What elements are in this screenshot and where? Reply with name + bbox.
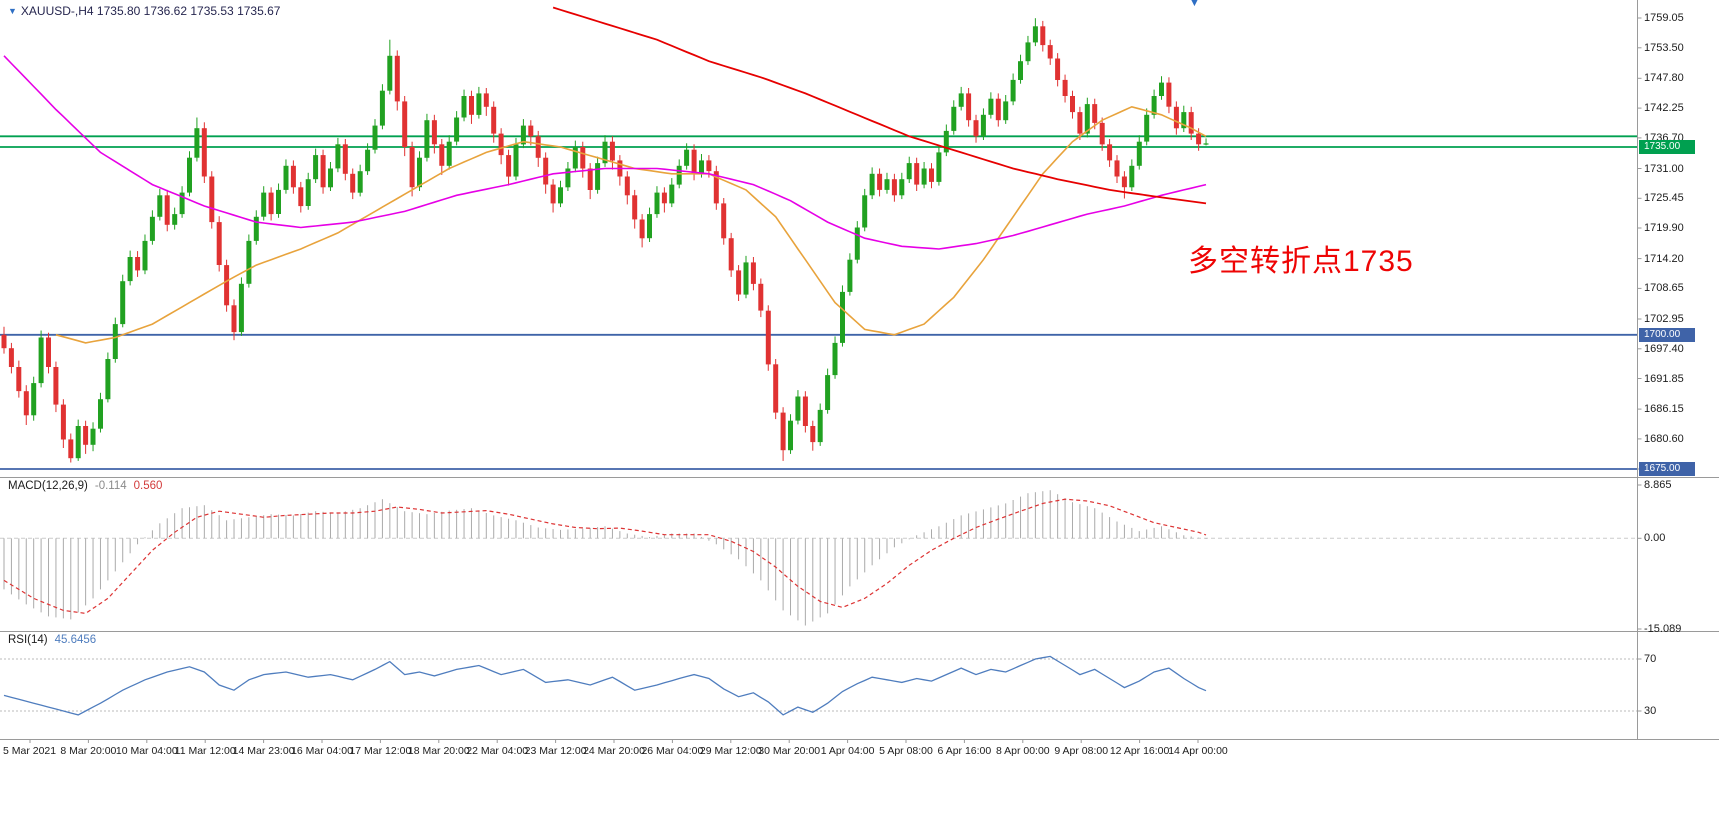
time-tick-label: 8 Mar 20:00 xyxy=(60,745,117,757)
time-tick-label: 8 Apr 00:00 xyxy=(995,745,1050,757)
horizontal-lines[interactable] xyxy=(0,135,1638,470)
time-tick-label: 23 Mar 12:00 xyxy=(524,745,587,757)
scroll-to-end-icon[interactable]: ▼ xyxy=(1189,0,1200,9)
time-tick-label: 14 Apr 00:00 xyxy=(1168,745,1228,757)
time-tick-label: 18 Mar 20:00 xyxy=(407,745,470,757)
price-flag-1675.00[interactable]: 1675.00 xyxy=(1639,462,1695,476)
macd-tick-label: -15.089 xyxy=(1644,623,1682,635)
time-tick-label: 1 Apr 04:00 xyxy=(820,745,875,757)
annotation-text: 多空转折点1735 xyxy=(1188,245,1414,278)
price-tick-label: 1731.00 xyxy=(1644,162,1684,175)
price-flag-1735.00[interactable]: 1735.00 xyxy=(1639,140,1695,154)
macd-histogram xyxy=(3,490,1207,626)
time-tick-label: 22 Mar 04:00 xyxy=(466,745,529,757)
price-tick-label: 1714.20 xyxy=(1644,252,1684,265)
rsi-tick-label: 70 xyxy=(1644,653,1657,665)
time-tick-label: 29 Mar 12:00 xyxy=(699,745,762,757)
price-tick-label: 1697.40 xyxy=(1644,342,1684,355)
symbol-dropdown-icon[interactable]: ▼ xyxy=(8,6,17,16)
rsi-tick-label: 30 xyxy=(1644,705,1657,717)
price-tick-label: 1719.90 xyxy=(1644,222,1684,234)
chart-title: ▼ XAUUSD-,H4 1735.80 1736.62 1735.53 1735… xyxy=(8,4,280,18)
time-tick-label: 14 Mar 23:00 xyxy=(232,745,295,757)
rsi-value: 45.6456 xyxy=(54,634,97,646)
time-tick-label: 26 Mar 04:00 xyxy=(641,745,704,757)
price-tick-label: 1747.80 xyxy=(1644,72,1684,85)
price-tick-label: 1708.65 xyxy=(1644,282,1684,295)
macd-tick-label: 0.00 xyxy=(1644,532,1666,545)
macd-tick-label: 8.865 xyxy=(1644,479,1672,491)
rsi-indicator-label: RSI(14) 45.6456 xyxy=(8,634,96,646)
price-tick-label: 1691.85 xyxy=(1644,372,1684,385)
candles-layer xyxy=(1,18,1209,463)
price-tick-label: 1686.15 xyxy=(1644,403,1684,416)
time-tick-label: 5 Apr 08:00 xyxy=(879,745,933,757)
time-tick-label: 6 Apr 16:00 xyxy=(937,745,992,757)
time-tick-label: 24 Mar 20:00 xyxy=(583,745,645,757)
time-tick-label: 16 Mar 04:00 xyxy=(291,745,353,757)
time-tick-label: 17 Mar 12:00 xyxy=(349,745,412,757)
chart-title-text: XAUUSD-,H4 1735.80 1736.62 1735.53 1735.… xyxy=(20,4,281,18)
price-tick-label: 1742.25 xyxy=(1644,102,1684,115)
ma-orange-line xyxy=(55,105,1207,344)
time-tick-label: 30 Mar 20:00 xyxy=(758,745,821,757)
macd-indicator-label: MACD(12,26,9) -0.114 0.560 xyxy=(8,480,162,492)
ma-magenta-line xyxy=(3,55,1207,250)
macd-name: MACD(12,26,9) xyxy=(8,480,88,492)
macd-signal-line xyxy=(3,498,1207,615)
time-tick-label: 5 Mar 2021 xyxy=(3,745,57,757)
macd-main-value: -0.114 xyxy=(94,480,127,492)
price-tick-label: 1759.05 xyxy=(1644,12,1684,24)
time-tick-label: 9 Apr 08:00 xyxy=(1054,745,1109,757)
rsi-line xyxy=(3,655,1207,716)
time-tick-label: 12 Apr 16:00 xyxy=(1109,745,1170,757)
price-tick-label: 1680.60 xyxy=(1644,432,1684,445)
macd-signal-value: 0.560 xyxy=(133,480,163,492)
price-tick-label: 1725.45 xyxy=(1644,192,1684,205)
price-tick-label: 1702.95 xyxy=(1644,313,1684,325)
rsi-name: RSI(14) xyxy=(8,634,48,646)
time-tick-label: 10 Mar 04:00 xyxy=(115,745,178,757)
time-tick-label: 11 Mar 12:00 xyxy=(174,745,236,757)
price-flag-1700.00[interactable]: 1700.00 xyxy=(1639,327,1695,342)
ma-red-line xyxy=(552,6,1207,205)
price-tick-label: 1753.50 xyxy=(1644,41,1684,54)
